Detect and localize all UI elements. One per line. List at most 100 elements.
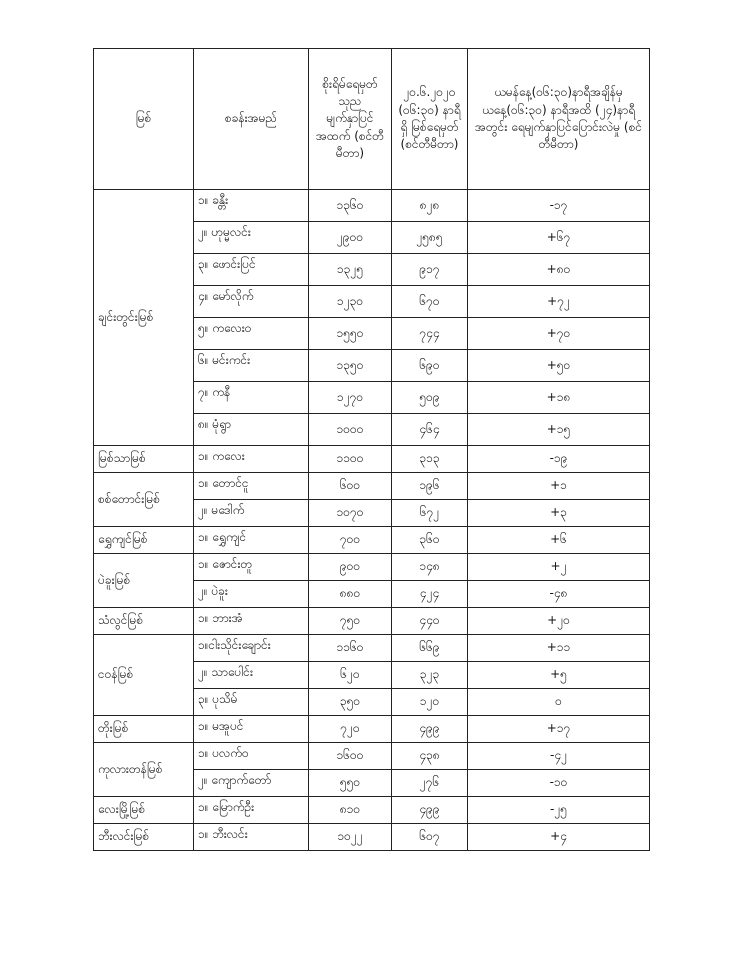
table-row: ၄။ မော်လိုက် ၁၂၃၀ ၆၇၀ +၇၂ bbox=[94, 285, 650, 318]
danger-level: ၁၀၀၀ bbox=[308, 413, 392, 446]
river-water-level-table: မြစ် စခန်းအမည် စိုးရိမ်ရေမှတ် သုည မျက်နှ… bbox=[93, 48, 650, 851]
station-name: ၆။ မင်းကင်း bbox=[193, 349, 309, 382]
river-name: ပဲခူးမြစ် bbox=[93, 553, 194, 608]
current-level: ၂၅၈၅ bbox=[391, 221, 468, 254]
header-24h-change: ယမန်နေ့(၀၆:၃၀)နာရီအချိန်မှ ယနေ့(၀၆:၃၀) န… bbox=[467, 48, 650, 190]
river-name: တိုးမြစ် bbox=[93, 715, 194, 743]
current-level: ၉၁၇ bbox=[391, 253, 468, 286]
table-row: ၂။ ဟုမ္မလင်း ၂၉၀၀ ၂၅၈၅ +၆၇ bbox=[94, 221, 650, 254]
river-name: ဘီးလင်းမြစ် bbox=[93, 823, 194, 851]
river-name: ချင်းတွင်းမြစ် bbox=[93, 189, 194, 446]
danger-level: ၁၁၆၀ bbox=[308, 634, 392, 662]
current-level: ၆၇၂ bbox=[391, 499, 468, 527]
current-level: ၃၆၀ bbox=[391, 526, 468, 554]
table-row: သံလွင်မြစ် ၁။ ဘားအံ ၇၅၀ ၄၄၀ +၂၀ bbox=[93, 607, 650, 635]
river-name: ကုလားတန်မြစ် bbox=[93, 742, 194, 797]
table-row: ဘီးလင်းမြစ် ၁။ ဘီးလင်း ၁၀၂၂ ၆၀၇ +၄ bbox=[93, 823, 650, 851]
station-name: ၅။ ကလေးဝ bbox=[193, 317, 309, 350]
danger-level: ၇၂၀ bbox=[308, 715, 392, 743]
table-row: စစ်တောင်းမြစ် ၁။ တောင်ငူ ၆၀၀ ၁၉၆ +၁ bbox=[93, 472, 650, 527]
current-level: ၅၀၉ bbox=[391, 381, 468, 414]
station-name: ၁။ တောင်ငူ bbox=[193, 472, 309, 500]
station-name: ၂။ ကျောက်တော် bbox=[193, 769, 309, 797]
danger-level: ၇၅၀ bbox=[308, 607, 392, 635]
danger-level: ၁၃၂၅ bbox=[308, 253, 392, 286]
level-change: +၄ bbox=[467, 823, 650, 851]
level-change: +၁၅ bbox=[467, 413, 650, 446]
header-row: မြစ် စခန်းအမည် စိုးရိမ်ရေမှတ် သုည မျက်နှ… bbox=[93, 48, 650, 190]
station-name: ၁။ ဘားအံ bbox=[193, 607, 309, 635]
station-name: ၁။ ပလက်ဝ bbox=[193, 742, 309, 770]
station-name: ၂။ သာပေါင်း bbox=[193, 661, 309, 689]
level-change: -၁၇ bbox=[467, 189, 650, 222]
station-name: ၁။ ကလေး bbox=[193, 445, 309, 473]
danger-level: ၁၃၅၀ bbox=[308, 349, 392, 382]
table-row: လေးမြို့မြစ် ၁။ မြောက်ဦး ၈၁၀ ၄၉၉ -၂၅ bbox=[93, 796, 650, 824]
current-level: ၆၀၇ bbox=[391, 823, 468, 851]
level-change: +၁၁ bbox=[467, 634, 650, 662]
level-change: ၀ bbox=[467, 688, 650, 716]
current-level: ၂၇၆ bbox=[391, 769, 468, 797]
table-row: ၈။ မုံရွာ ၁၀၀၀ ၄၆၄ +၁၅ bbox=[94, 413, 650, 446]
station-name: ၃။ ပုသိမ် bbox=[193, 688, 309, 716]
current-level: ၃၂၃ bbox=[391, 661, 468, 689]
station-name: ၃။ ဖောင်းပြင် bbox=[193, 253, 309, 286]
danger-level: ၆၂၀ bbox=[308, 661, 392, 689]
table-row: ရွှေကျင်မြစ် ၁။ ရွှေကျင် ၇၀၀ ၃၆၀ +၆ bbox=[93, 526, 650, 554]
danger-level: ၇၀၀ bbox=[308, 526, 392, 554]
river-name: ငဝန်မြစ် bbox=[93, 634, 194, 716]
danger-level: ၈၁၀ bbox=[308, 796, 392, 824]
danger-level: ၉၀၀ bbox=[308, 553, 392, 581]
current-level: ၆၆၉ bbox=[391, 634, 468, 662]
station-name: ၁။ ဘီးလင်း bbox=[193, 823, 309, 851]
header-danger-level: စိုးရိမ်ရေမှတ် သုည မျက်နှာပြင် အထက် (စင်… bbox=[308, 48, 392, 190]
station-name: ၁။ ဇောင်းတူ bbox=[193, 553, 309, 581]
level-change: -၁၉ bbox=[467, 445, 650, 473]
station-name: ၄။ မော်လိုက် bbox=[193, 285, 309, 318]
danger-level: ၂၉၀၀ bbox=[308, 221, 392, 254]
table-row: ပဲခူးမြစ် ၁။ ဇောင်းတူ ၉၀၀ ၁၄၈ +၂ bbox=[93, 553, 650, 608]
header-river: မြစ် bbox=[93, 48, 194, 190]
danger-level: ၈၈၀ bbox=[308, 580, 392, 608]
header-station: စခန်းအမည် bbox=[193, 48, 309, 190]
level-change: +၇၂ bbox=[467, 285, 650, 318]
current-level: ၇၄၄ bbox=[391, 317, 468, 350]
station-name: ၂။ ဟုမ္မလင်း bbox=[193, 221, 309, 254]
table-row: ၇။ ကနီ ၁၂၇၀ ၅၀၉ +၁၈ bbox=[94, 381, 650, 414]
current-level: ၆၇၀ bbox=[391, 285, 468, 318]
current-level: ၈၂၈ bbox=[391, 189, 468, 222]
current-level: ၁၉၆ bbox=[391, 472, 468, 500]
danger-level: ၁၀၇၀ bbox=[308, 499, 392, 527]
level-change: +၆၇ bbox=[467, 221, 650, 254]
table-row: တိုးမြစ် ၁။ မအူပင် ၇၂၀ ၄၉၉ +၁၇ bbox=[93, 715, 650, 743]
level-change: +၅ bbox=[467, 661, 650, 689]
current-level: ၄၃၈ bbox=[391, 742, 468, 770]
station-name: ၁။ ရွှေကျင် bbox=[193, 526, 309, 554]
current-level: ၃၁၃ bbox=[391, 445, 468, 473]
table-row: ၆။ မင်းကင်း ၁၃၅၀ ၆၉၀ +၅၀ bbox=[94, 349, 650, 382]
danger-level: ၁၀၂၂ bbox=[308, 823, 392, 851]
river-name: လေးမြို့မြစ် bbox=[93, 796, 194, 824]
level-change: +၃ bbox=[467, 499, 650, 527]
danger-level: ၅၅၀ bbox=[308, 769, 392, 797]
table-row: ကုလားတန်မြစ် ၁။ ပလက်ဝ ၁၆၀၀ ၄၃၈ -၄၂ bbox=[93, 742, 650, 797]
level-change: +၅၀ bbox=[467, 349, 650, 382]
table-row: ချင်းတွင်းမြစ် ၁။ ခန္တီး ၁၃၆၀ ၈၂၈ -၁၇ bbox=[93, 189, 650, 446]
level-change: +၁ bbox=[467, 472, 650, 500]
level-change: +၂ bbox=[467, 553, 650, 581]
current-level: ၆၉၀ bbox=[391, 349, 468, 382]
station-name: ၇။ ကနီ bbox=[193, 381, 309, 414]
river-name: စစ်တောင်းမြစ် bbox=[93, 472, 194, 527]
current-level: ၄၉၉ bbox=[391, 715, 468, 743]
station-name: ၂။ မဒေါက် bbox=[193, 499, 309, 527]
table-row: ၅။ ကလေးဝ ၁၅၅၀ ၇၄၄ +၇၀ bbox=[94, 317, 650, 350]
level-change: -၄၂ bbox=[467, 742, 650, 770]
table-row: ငဝန်မြစ် ၁။ငါးသိုင်းချောင်း ၁၁၆၀ ၆၆၉ +၁၁ bbox=[93, 634, 650, 716]
table-row: ၂။ ကျောက်တော် ၅၅၀ ၂၇၆ -၁၀ bbox=[94, 769, 650, 797]
danger-level: ၁၂၃၀ bbox=[308, 285, 392, 318]
danger-level: ၁၆၀၀ bbox=[308, 742, 392, 770]
river-name: ရွှေကျင်မြစ် bbox=[93, 526, 194, 554]
current-level: ၄၆၄ bbox=[391, 413, 468, 446]
station-name: ၁။ငါးသိုင်းချောင်း bbox=[193, 634, 309, 662]
danger-level: ၁၅၅၀ bbox=[308, 317, 392, 350]
